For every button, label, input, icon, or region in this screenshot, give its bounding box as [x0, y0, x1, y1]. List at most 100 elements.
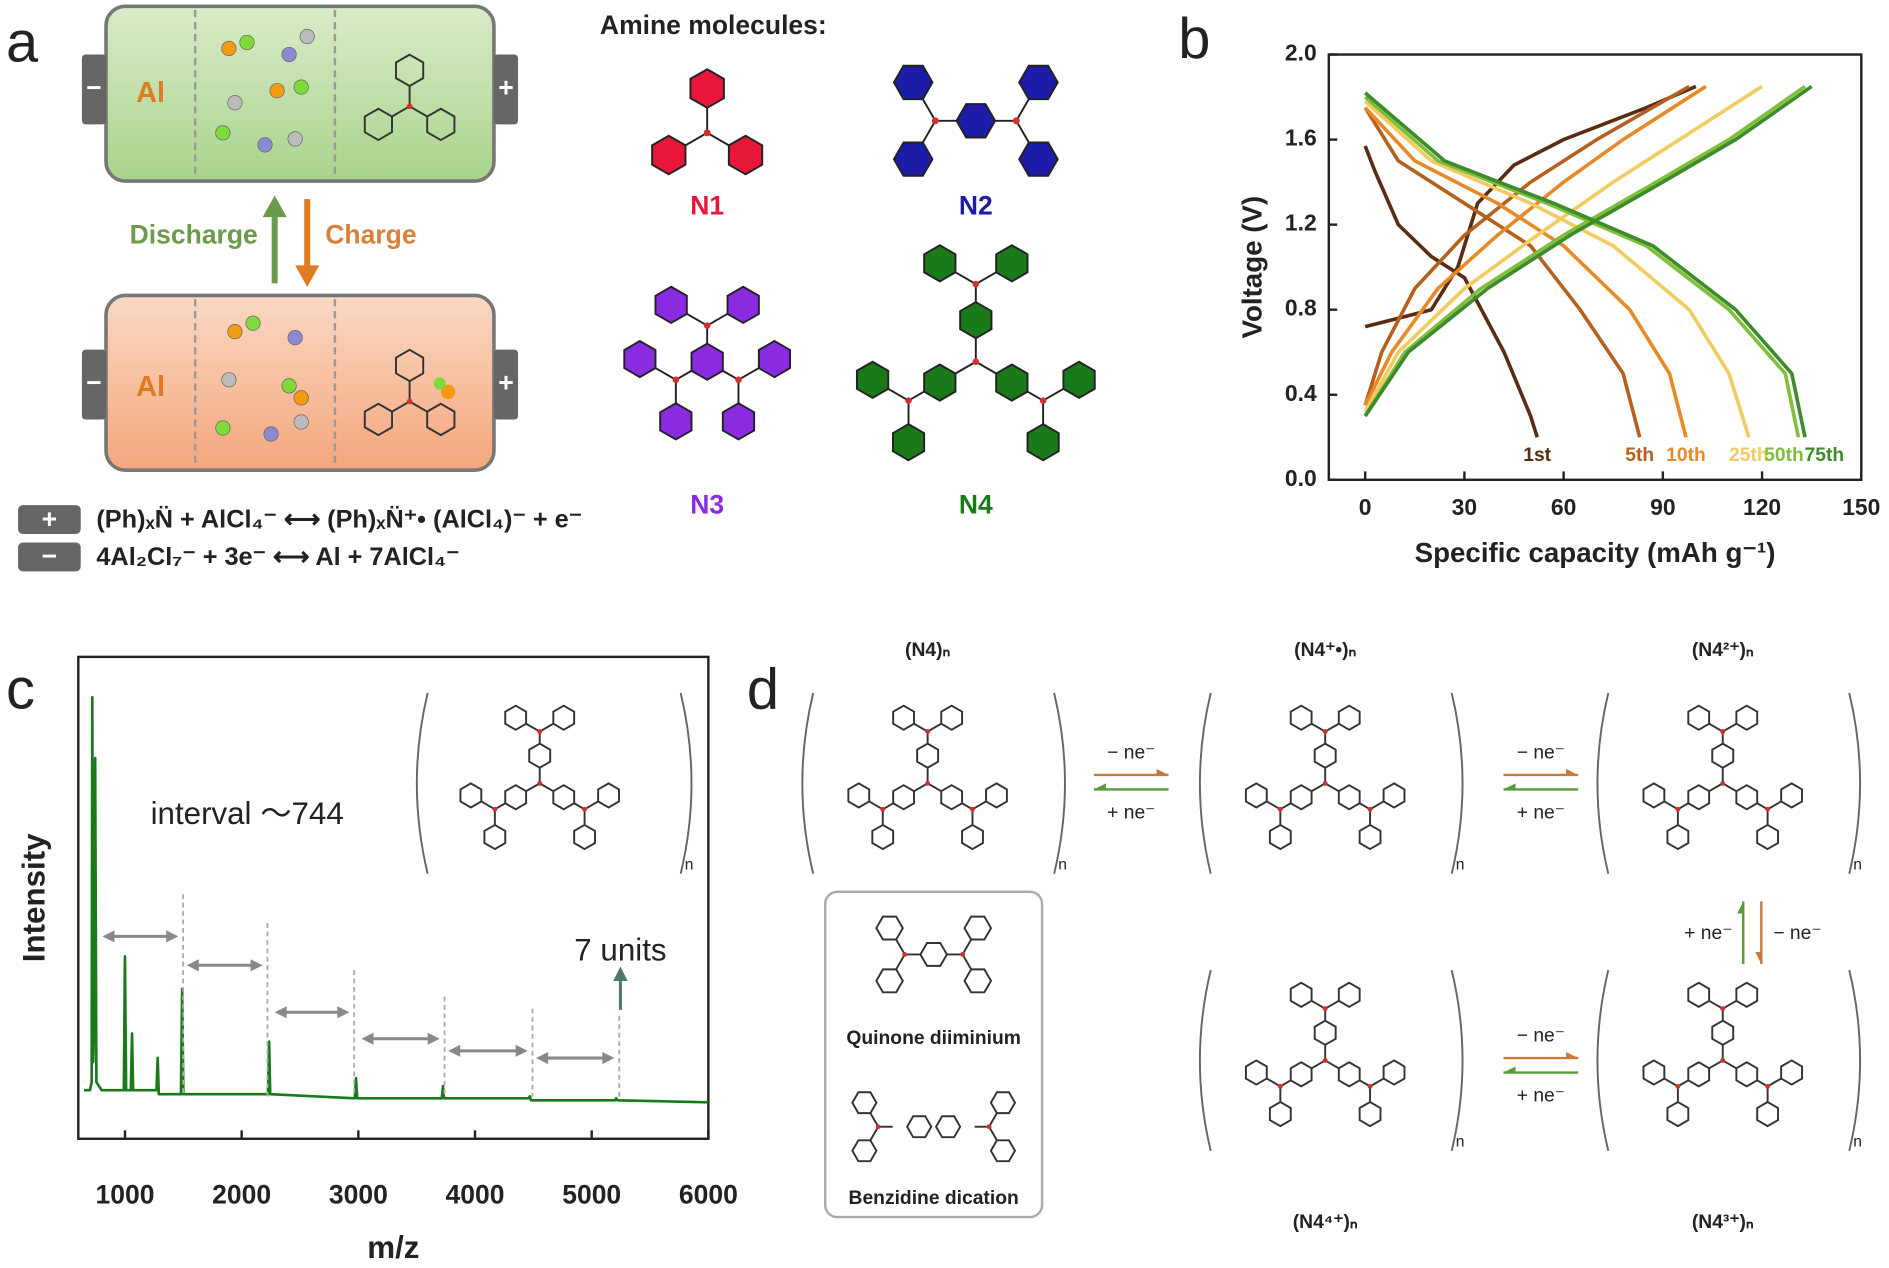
ring	[1756, 823, 1780, 851]
step-label: − ne⁻	[1773, 923, 1821, 944]
legend-label: 75th	[1805, 445, 1845, 466]
x-tick-label: 1000	[96, 1180, 155, 1210]
bond	[1722, 1000, 1737, 1010]
bond	[1722, 722, 1737, 733]
anion	[433, 377, 446, 390]
data-line	[1363, 106, 1688, 438]
x-tick-label: 2000	[212, 1180, 271, 1210]
atom	[287, 131, 303, 147]
atom	[215, 420, 231, 436]
ring	[1382, 1059, 1406, 1086]
paren	[1596, 692, 1610, 874]
n-atom	[925, 729, 931, 734]
terminal-sign: +	[498, 368, 513, 398]
n-atom	[1720, 1058, 1726, 1063]
atom	[245, 315, 261, 331]
ring	[851, 1091, 878, 1115]
ring	[1735, 981, 1759, 1008]
bond	[1015, 120, 1030, 143]
bond	[954, 360, 977, 375]
bond	[961, 939, 973, 955]
y-tick-label: 0.4	[1285, 380, 1317, 406]
ring	[459, 782, 483, 809]
ring	[985, 782, 1008, 809]
ring	[916, 742, 940, 769]
y-tick-label: 1.6	[1285, 125, 1317, 151]
bond	[737, 367, 760, 381]
y-axis-label: Intensity	[16, 833, 51, 962]
step-label: + ne⁻	[1107, 803, 1155, 824]
n-atom	[1765, 1083, 1771, 1089]
bond	[869, 1112, 880, 1128]
molecule-label: N2	[959, 191, 993, 221]
ring	[1756, 1100, 1780, 1128]
n-atom	[537, 780, 543, 786]
ring	[875, 915, 904, 941]
x-tick-label: 30	[1452, 494, 1477, 520]
repeat-subscript: n	[1853, 856, 1862, 873]
n-atom	[1322, 780, 1328, 786]
step-label: − ne⁻	[1517, 742, 1565, 763]
ring	[963, 968, 993, 994]
n-atom	[986, 1124, 992, 1130]
ring	[623, 339, 657, 379]
bond	[584, 800, 599, 811]
ring	[1780, 1059, 1803, 1086]
repeat-subscript: n	[685, 856, 694, 873]
n-atom	[880, 806, 886, 812]
bond	[1722, 1059, 1737, 1070]
ring	[1337, 981, 1361, 1008]
ring	[1358, 823, 1382, 851]
n-atom	[406, 103, 413, 110]
n-atom	[970, 806, 975, 812]
sign-box	[18, 542, 81, 572]
bond	[1708, 1059, 1724, 1070]
ring	[1289, 704, 1313, 731]
n-atom	[406, 398, 413, 405]
ring	[757, 339, 792, 379]
ring	[1666, 1100, 1690, 1128]
x-tick-label: 4000	[446, 1180, 505, 1210]
legend-label: 50th	[1764, 445, 1804, 466]
bond	[868, 800, 884, 811]
ring	[995, 363, 1029, 402]
atom	[221, 372, 237, 388]
panel-label: d	[747, 657, 779, 721]
arrow-head	[337, 1006, 350, 1019]
panel-label: b	[1178, 7, 1210, 71]
ring	[573, 823, 596, 851]
data-line	[1363, 99, 1751, 438]
arrow-head	[1093, 783, 1106, 790]
ring	[363, 107, 393, 142]
molecule-label: N1	[690, 191, 724, 221]
terminal	[81, 349, 107, 420]
x-tick-label: 6000	[679, 1180, 738, 1210]
ring	[892, 784, 915, 811]
ring	[1018, 64, 1059, 101]
ring	[689, 68, 725, 109]
data-line	[1363, 84, 1807, 418]
species-label: (N4)ₙ	[905, 640, 950, 661]
bond	[1767, 800, 1782, 811]
bond	[1708, 1000, 1724, 1010]
arrow-head	[102, 930, 115, 943]
arrow-head	[250, 959, 263, 972]
atom	[215, 125, 231, 141]
data-line	[1363, 106, 1642, 438]
atom	[293, 79, 309, 95]
atom	[257, 137, 273, 153]
atom	[221, 40, 237, 57]
ring	[919, 942, 949, 967]
n-atom	[972, 280, 980, 288]
atom	[293, 390, 309, 406]
paren	[679, 692, 693, 874]
paren	[1198, 969, 1212, 1152]
arrow-head	[515, 1044, 528, 1057]
data-line	[84, 696, 709, 1104]
n-atom	[875, 1124, 881, 1130]
step-label: − ne⁻	[1517, 1025, 1565, 1046]
equation: (Ph)ₓN̈ + AlCl₄⁻ ⟷ (Ph)ₓN̈⁺• (AlCl₄)⁻ + …	[96, 505, 582, 534]
bond	[1369, 1077, 1385, 1088]
n-atom	[1765, 806, 1771, 812]
molecule-label: N3	[690, 489, 724, 519]
